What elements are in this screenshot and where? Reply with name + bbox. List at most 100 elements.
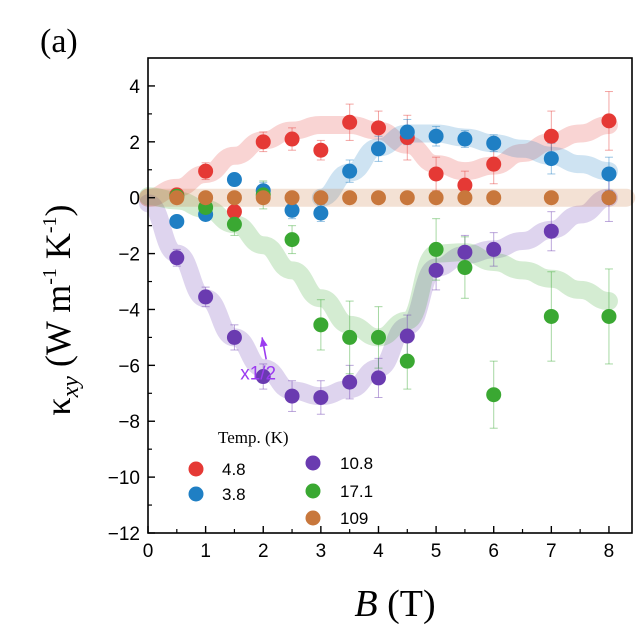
point-17.1 — [428, 241, 444, 257]
x-tick-label: 5 — [431, 541, 442, 562]
y-tick-label: −6 — [118, 356, 140, 377]
point-10.8 — [428, 262, 444, 278]
point-10.8 — [169, 250, 185, 266]
point-10.8 — [486, 241, 502, 257]
legend: Temp. (K) 4.8 3.8 10.8 17.1 109 — [188, 428, 373, 528]
point-3.8 — [226, 172, 242, 188]
point-109 — [169, 190, 185, 206]
point-17.1 — [543, 308, 559, 324]
legend-label-10.8: 10.8 — [340, 454, 373, 473]
point-109 — [370, 190, 386, 206]
point-3.8 — [313, 205, 329, 221]
legend-title: Temp. (K) — [218, 428, 289, 447]
point-10.8 — [342, 374, 358, 390]
point-17.1 — [457, 260, 473, 276]
point-10.8 — [399, 328, 415, 344]
point-4.8 — [255, 134, 271, 150]
point-17.1 — [486, 387, 502, 403]
legend-marker-4.8 — [188, 461, 204, 477]
point-3.8 — [601, 166, 617, 182]
point-4.8 — [226, 204, 242, 220]
y-tick-label: −10 — [108, 468, 140, 489]
point-3.8 — [342, 163, 358, 179]
point-10.8 — [370, 370, 386, 386]
point-17.1 — [284, 232, 300, 248]
y-tick-label: −2 — [118, 245, 140, 266]
y-tick-label: 0 — [129, 189, 140, 210]
point-10.8 — [226, 329, 242, 345]
point-3.8 — [428, 128, 444, 144]
trend-band-10.8 — [139, 188, 618, 406]
point-4.8 — [428, 166, 444, 182]
y-tick-label: −12 — [108, 524, 140, 545]
point-10.8 — [284, 388, 300, 404]
point-109 — [601, 190, 617, 206]
point-109 — [457, 190, 473, 206]
scale-annotation: x1/2 — [240, 337, 276, 384]
x-tick-label: 4 — [373, 541, 384, 562]
legend-label-3.8: 3.8 — [222, 485, 246, 504]
point-17.1 — [226, 216, 242, 232]
point-109 — [313, 190, 329, 206]
x-tick-label: 0 — [143, 541, 154, 562]
point-17.1 — [399, 353, 415, 369]
point-109 — [342, 190, 358, 206]
legend-marker-3.8 — [188, 486, 204, 502]
point-4.8 — [313, 142, 329, 158]
point-17.1 — [370, 329, 386, 345]
plot-frame — [147, 57, 633, 534]
annotation-arrowhead — [259, 337, 268, 347]
point-10.8 — [313, 389, 329, 405]
x-axis-title: B (T) — [354, 583, 435, 625]
point-4.8 — [284, 131, 300, 147]
axis-ticks: 0 1 2 3 4 5 6 7 8 4 2 0 −2 −4 −6 −8 −10 −12 — [108, 77, 614, 562]
point-109 — [428, 190, 444, 206]
point-109 — [255, 190, 271, 206]
panel-label: (a) — [40, 23, 78, 60]
point-10.8 — [198, 289, 214, 305]
trend-bands — [139, 116, 636, 406]
point-4.8 — [370, 120, 386, 136]
point-4.8 — [601, 113, 617, 129]
y-tick-label: −4 — [118, 300, 140, 321]
point-109 — [198, 190, 214, 206]
point-3.8 — [543, 151, 559, 167]
point-3.8 — [486, 135, 502, 151]
legend-marker-10.8 — [305, 455, 321, 471]
point-17.1 — [313, 317, 329, 333]
x-tick-label: 1 — [200, 541, 211, 562]
point-3.8 — [169, 213, 185, 229]
x-tick-label: 6 — [488, 541, 499, 562]
point-4.8 — [342, 114, 358, 130]
annotation-label: x1/2 — [240, 363, 276, 384]
legend-label-4.8: 4.8 — [222, 460, 246, 479]
point-10.8 — [457, 244, 473, 260]
point-3.8 — [399, 124, 415, 140]
point-109 — [226, 190, 242, 206]
legend-marker-17.1 — [305, 483, 321, 499]
y-tick-label: −8 — [118, 412, 140, 433]
point-4.8 — [486, 156, 502, 172]
point-10.8 — [543, 223, 559, 239]
legend-label-109: 109 — [340, 509, 368, 528]
data-points — [169, 113, 617, 405]
point-4.8 — [198, 163, 214, 179]
point-109 — [486, 190, 502, 206]
x-tick-label: 2 — [258, 541, 269, 562]
legend-label-17.1: 17.1 — [340, 482, 373, 501]
point-109 — [284, 190, 300, 206]
y-tick-label: 2 — [129, 133, 140, 154]
point-3.8 — [284, 202, 300, 218]
x-tick-label: 7 — [546, 541, 557, 562]
x-tick-label: 8 — [604, 541, 615, 562]
point-10.8 — [255, 369, 271, 385]
x-tick-label: 3 — [316, 541, 327, 562]
y-axis-title: κxy (W m-1 K-1) — [38, 204, 84, 415]
point-17.1 — [342, 329, 358, 345]
point-3.8 — [370, 141, 386, 157]
point-109 — [399, 190, 415, 206]
point-17.1 — [601, 308, 617, 324]
legend-marker-109 — [305, 510, 321, 526]
point-4.8 — [457, 177, 473, 193]
